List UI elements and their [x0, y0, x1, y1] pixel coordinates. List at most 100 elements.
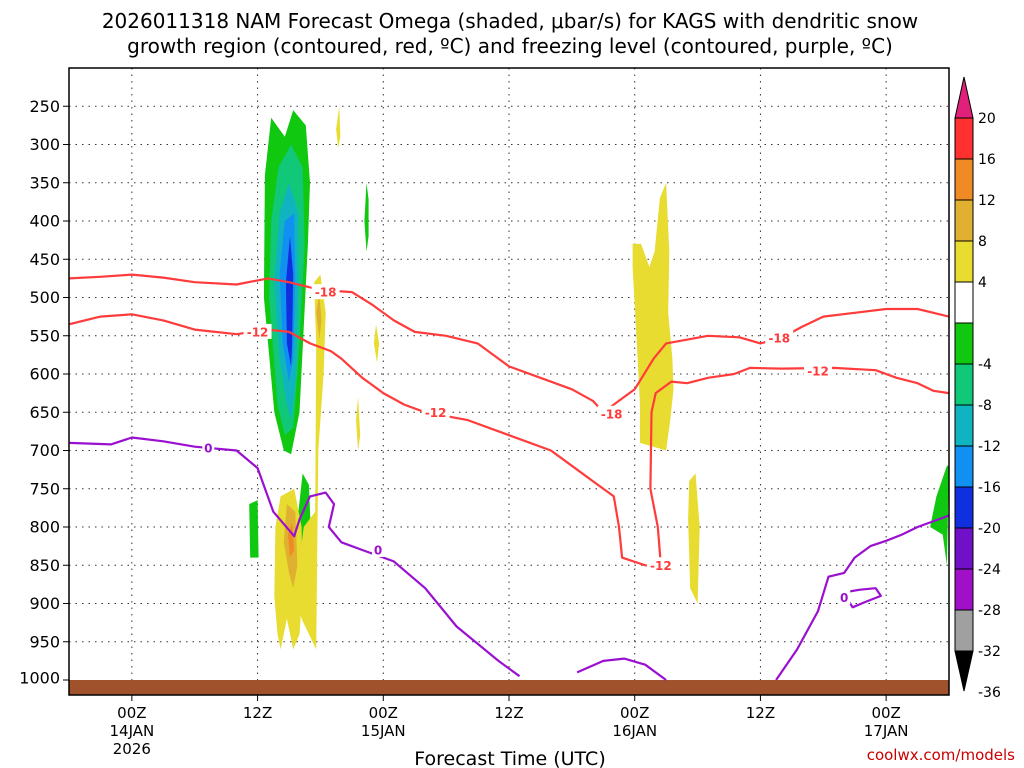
y-tick-label: 950 — [29, 632, 60, 651]
colorbar-bin — [954, 363, 974, 406]
sinking-motion — [295, 274, 326, 650]
colorbar-bin — [954, 281, 974, 324]
contour-label-background — [804, 362, 833, 378]
colorbar-label: -16 — [978, 480, 1001, 496]
y-tick-label: 650 — [29, 403, 60, 422]
ground-band — [69, 680, 949, 695]
sinking-motion — [688, 473, 700, 604]
y-tick-label: 800 — [29, 518, 60, 537]
colorbar-label: -12 — [978, 439, 1001, 455]
x-tick-label: 12Z — [746, 704, 775, 722]
credit-text: coolwx.com/models — [867, 746, 1015, 764]
dgz-isotherm-label: -12 — [807, 364, 829, 378]
colorbar-bottom-arrow — [954, 650, 974, 692]
dgz-isotherm-label: -18 — [601, 407, 623, 421]
colorbar-bin — [954, 158, 974, 201]
y-tick-label: 450 — [29, 250, 60, 269]
chart-title-line2: growth region (contoured, red, ºC) and f… — [127, 34, 893, 58]
freezing-level-contours — [69, 436, 949, 681]
x-tick-date: 16JAN — [612, 722, 657, 740]
chart-title-line1: 2026011318 NAM Forecast Omega (shaded, μ… — [102, 9, 918, 33]
x-tick-date: 17JAN — [864, 722, 909, 740]
contour-labels: -12 -12 -12 -12 -18 -18 -18 0 0 0 — [202, 284, 851, 605]
contour-label-background — [372, 541, 385, 557]
freezing-level-contour — [69, 436, 521, 678]
dgz-isotherm — [69, 273, 949, 414]
dgz-isotherms — [69, 273, 949, 567]
sinking-motion — [373, 324, 380, 363]
colorbar-label: 16 — [978, 152, 996, 168]
x-tick-year: 2026 — [113, 740, 151, 758]
freezing-level-contour-label: 0 — [840, 591, 848, 605]
colorbar-bin — [954, 117, 974, 160]
contour-label-background — [765, 330, 794, 346]
colorbar: 20 16 12 8 4 -4 -8 -12 -16 -20 -24 -28 -32 -36 — [954, 76, 1001, 701]
y-tick-label: 1000 — [19, 669, 60, 688]
contour-label-background — [646, 557, 675, 573]
y-tick-label: 600 — [29, 365, 60, 384]
y-tick-label: 750 — [29, 479, 60, 498]
colorbar-top-arrow — [954, 76, 974, 119]
contour-label-background — [243, 323, 272, 339]
x-tick-label: 00Z — [369, 704, 398, 722]
x-tick-label: 00Z — [620, 704, 649, 722]
sinking-motion — [632, 182, 674, 451]
y-tick-label: 550 — [29, 326, 60, 345]
colorbar-bin — [954, 199, 974, 242]
colorbar-label: -20 — [978, 521, 1001, 537]
dgz-isotherm — [69, 313, 949, 567]
colorbar-label: -32 — [978, 644, 1001, 660]
y-tick-label: 850 — [29, 556, 60, 575]
colorbar-label: -24 — [978, 562, 1001, 578]
x-tick-date: 14JAN — [109, 722, 154, 740]
dgz-isotherm-label: -12 — [247, 325, 269, 339]
freezing-level-contour — [775, 514, 949, 681]
contour-label-background — [421, 404, 450, 420]
freezing-level-contour — [576, 657, 667, 681]
contour-label-background — [597, 405, 626, 421]
dgz-isotherm-label: -18 — [315, 286, 337, 300]
colorbar-bin — [954, 404, 974, 447]
y-tick-label: 300 — [29, 135, 60, 154]
upward-motion-cell — [364, 182, 369, 252]
dgz-isotherm-label: -18 — [768, 332, 790, 346]
y-tick-label: 250 — [29, 97, 60, 116]
colorbar-bin — [954, 322, 974, 365]
colorbar-label: 4 — [978, 275, 987, 291]
y-tick-label: 900 — [29, 594, 60, 613]
y-tick-label: 400 — [29, 212, 60, 231]
gridlines — [69, 68, 949, 695]
y-tick-label: 500 — [29, 288, 60, 307]
colorbar-label: 20 — [978, 111, 996, 127]
colorbar-bin — [954, 445, 974, 488]
colorbar-label: -8 — [978, 398, 992, 414]
sinking-motion — [336, 106, 341, 149]
freezing-level-contour-label: 0 — [204, 442, 212, 456]
x-tick-label: 00Z — [871, 704, 900, 722]
x-tick-date: 15JAN — [361, 722, 406, 740]
upward-motion-cell — [249, 500, 259, 558]
contour-label-background — [311, 284, 340, 300]
colorbar-bin — [954, 240, 974, 283]
dgz-isotherm-label: -12 — [650, 559, 672, 573]
x-tick-label: 12Z — [494, 704, 523, 722]
freezing-level-contour-label: 0 — [374, 543, 382, 557]
colorbar-label: -28 — [978, 603, 1001, 619]
contour-label-background — [202, 440, 215, 456]
x-tick-label: 12Z — [243, 704, 272, 722]
colorbar-label: -4 — [978, 357, 992, 373]
x-tick-label: 00Z — [117, 704, 146, 722]
sinking-motion — [356, 396, 361, 451]
freezing-level-contour — [845, 587, 882, 609]
colorbar-label: 12 — [978, 193, 996, 209]
colorbar-bin — [954, 568, 974, 611]
colorbar-bin — [954, 609, 974, 652]
sinking-motion — [316, 293, 322, 340]
contour-label-background — [838, 589, 851, 605]
dgz-isotherm-label: -12 — [425, 406, 447, 420]
x-axis-title: Forecast Time (UTC) — [414, 748, 605, 768]
colorbar-label: -36 — [978, 685, 1001, 701]
colorbar-bin — [954, 486, 974, 529]
